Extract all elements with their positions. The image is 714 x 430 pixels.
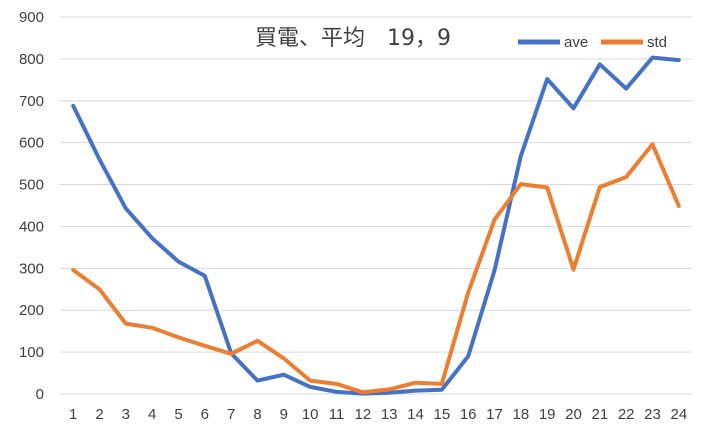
gridlines [60,16,692,395]
x-tick-label: 13 [381,406,398,423]
legend-label-std: std [647,34,667,51]
x-tick-label: 17 [486,406,503,423]
y-tick-label: 900 [19,9,44,26]
x-tick-label: 8 [253,406,261,423]
series-line-ave [71,55,681,396]
x-tick-label: 20 [565,406,582,423]
x-tick-label: 16 [460,406,477,423]
y-tick-label: 200 [19,302,44,319]
x-tick-label: 6 [201,406,209,423]
y-axis-tick-labels: 0 100 200 300 400 500 600 700 800 900 [19,9,44,403]
x-tick-label: 1 [69,406,77,423]
chart-title: 買電、平均 19，9 [255,26,451,51]
x-tick-label: 15 [433,406,450,423]
x-tick-label: 2 [95,406,103,423]
x-tick-label: 7 [227,406,235,423]
x-tick-label: 3 [122,406,130,423]
x-tick-label: 23 [644,406,661,423]
series-lines [71,55,681,396]
y-tick-label: 700 [19,93,44,110]
x-tick-label: 4 [148,406,156,423]
x-tick-label: 22 [618,406,635,423]
x-tick-label: 14 [407,406,424,423]
y-tick-label: 0 [36,386,44,403]
y-tick-label: 600 [19,135,44,152]
x-tick-label: 11 [329,406,345,423]
x-axis-tick-labels: 1 2 3 4 5 6 7 8 9 10 11 12 13 14 15 16 17 18 19 20 21 22 23 24 [69,406,687,423]
x-tick-label: 5 [174,406,182,423]
x-tick-label: 24 [670,406,687,423]
x-tick-label: 19 [539,406,556,423]
x-tick-label: 18 [512,406,529,423]
series-line-std [71,142,681,395]
x-tick-label: 12 [354,406,371,423]
y-tick-label: 100 [19,344,44,361]
y-tick-label: 400 [19,218,44,235]
y-tick-label: 800 [19,51,44,68]
y-tick-label: 300 [19,260,44,277]
y-tick-label: 500 [19,177,44,194]
legend: ave std [518,34,667,51]
x-tick-label: 10 [302,406,319,423]
x-tick-label: 9 [280,406,288,423]
x-tick-label: 21 [591,406,608,423]
legend-label-ave: ave [564,34,588,51]
